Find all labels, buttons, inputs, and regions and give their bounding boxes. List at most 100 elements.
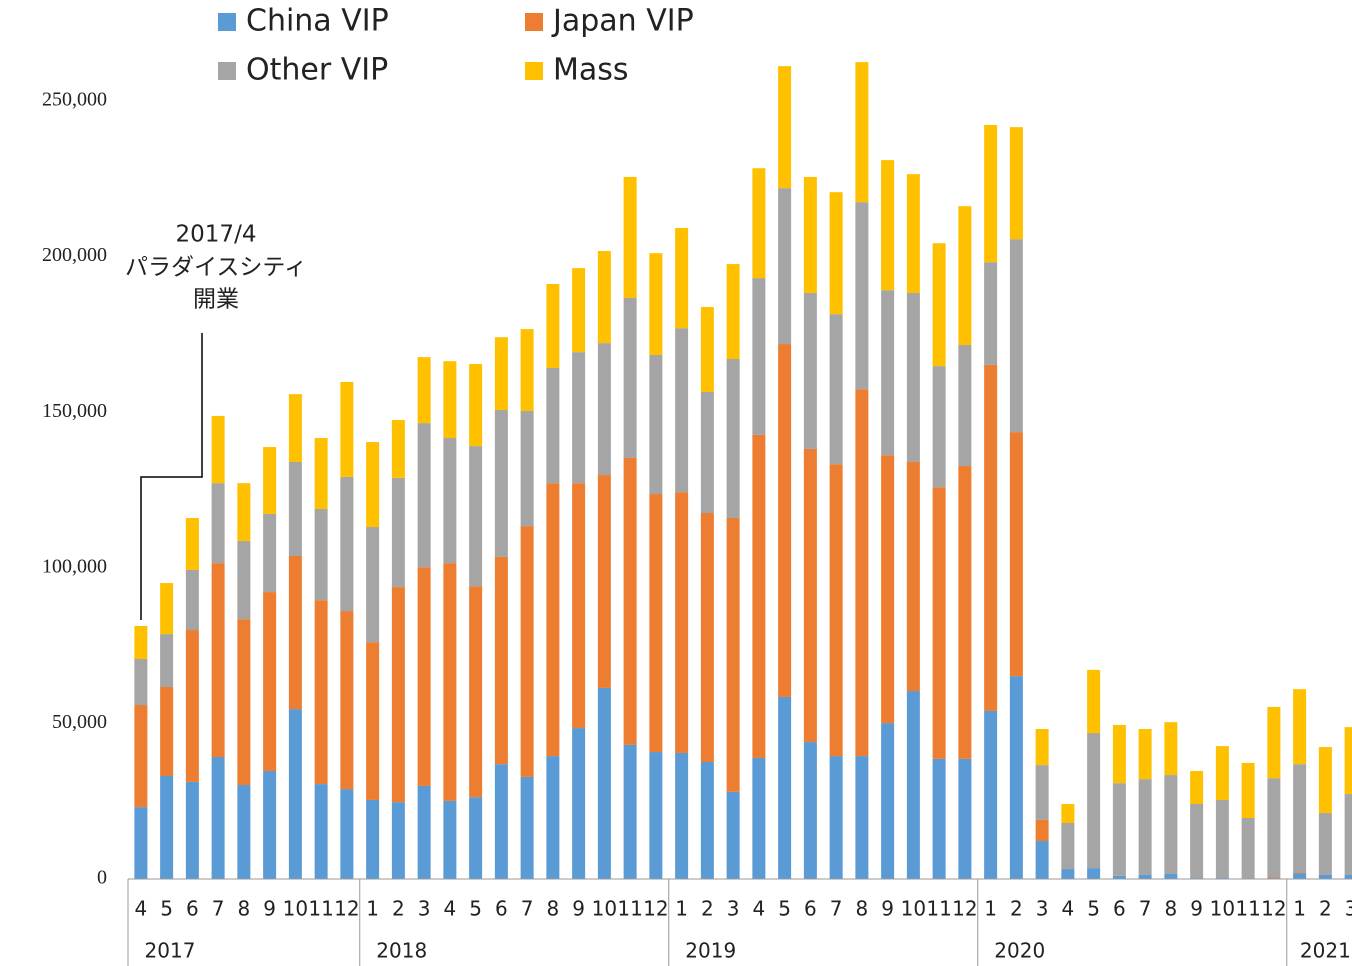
bar-segment <box>1241 818 1255 879</box>
bar-segment <box>211 415 225 484</box>
bar-segment <box>340 382 354 477</box>
bar-segment <box>1112 783 1126 876</box>
x-tick-label: 9 <box>881 897 894 921</box>
bar-segment <box>237 619 251 786</box>
bar-segment <box>752 278 766 435</box>
bar-segment <box>700 307 714 392</box>
bar-segment <box>1061 822 1075 870</box>
bar-segment <box>1344 794 1352 875</box>
x-tick-label: 10 <box>283 897 308 921</box>
bar-segment <box>1112 724 1126 784</box>
group-label: 2018 <box>376 939 427 963</box>
bar-segment <box>546 368 560 484</box>
bar-segment <box>855 756 869 879</box>
bar-segment <box>675 492 689 753</box>
bar-segment <box>649 494 663 753</box>
bar-segment <box>237 541 251 620</box>
bar-segment <box>881 160 895 291</box>
bar-segment <box>984 262 998 365</box>
bar-segment <box>700 513 714 762</box>
bar-segment <box>649 354 663 495</box>
bar-segment <box>211 563 225 758</box>
bar-segment <box>494 410 508 557</box>
x-tick-label: 9 <box>263 897 276 921</box>
bar-segment <box>726 518 740 792</box>
bar-segment <box>469 797 483 879</box>
bar-segment <box>597 475 611 688</box>
bar-segment <box>1061 804 1075 823</box>
bar-segment <box>1061 869 1075 879</box>
bar-segment <box>1164 722 1178 776</box>
bar-segment <box>314 784 328 879</box>
bar-segment <box>1267 877 1281 879</box>
legend-label: China VIP <box>246 4 389 39</box>
bar-segment <box>1318 813 1332 875</box>
bar-segment <box>906 461 920 692</box>
bar-segment <box>314 508 328 601</box>
x-tick-label: 1 <box>984 897 997 921</box>
group-label: 2019 <box>685 939 736 963</box>
bar-segment <box>984 710 998 879</box>
bar-segment <box>984 364 998 711</box>
bar-segment <box>597 250 611 344</box>
bar-segment <box>1190 804 1204 879</box>
bar-segment <box>185 630 199 782</box>
bar-segment <box>803 293 817 449</box>
x-tick-label: 11 <box>308 897 333 921</box>
bar-segment <box>1267 706 1281 779</box>
bar-segment <box>134 807 148 879</box>
bar-segment <box>958 206 972 345</box>
bar-segment <box>1035 765 1049 820</box>
bar-segment <box>211 757 225 879</box>
bar-segment <box>1241 762 1255 819</box>
bar-segment <box>623 176 637 298</box>
bar-segment <box>263 513 277 593</box>
bar-segment <box>1138 729 1152 780</box>
bar-segment <box>1318 747 1332 814</box>
x-tick-label: 7 <box>521 897 534 921</box>
bar-segment <box>932 366 946 488</box>
x-tick-label: 5 <box>778 897 791 921</box>
bar-segment <box>211 483 225 564</box>
x-tick-label: 8 <box>1165 897 1178 921</box>
bar-segment <box>546 483 560 757</box>
bar-segment <box>803 448 817 743</box>
x-tick-label: 3 <box>418 897 431 921</box>
bar-segment <box>160 583 174 635</box>
bar-segment <box>1344 874 1352 879</box>
x-tick-label: 3 <box>727 897 740 921</box>
bar-segment <box>700 391 714 514</box>
bar-segment <box>829 756 843 879</box>
bar-segment <box>1087 868 1101 879</box>
y-tick-label: 150,000 <box>42 400 107 422</box>
legend-swatch <box>525 62 543 80</box>
bar-segment <box>778 188 792 345</box>
bar-segment <box>829 314 843 465</box>
bar-segment <box>1267 778 1281 878</box>
bar-segment <box>160 686 174 776</box>
bar-segment <box>829 192 843 315</box>
bar-segment <box>494 764 508 879</box>
bar-segment <box>160 775 174 879</box>
y-tick-label: 250,000 <box>42 89 107 111</box>
bar-segment <box>675 328 689 493</box>
bar-segment <box>881 290 895 456</box>
x-tick-label: 1 <box>366 897 379 921</box>
bar-segment <box>134 705 148 808</box>
bar-segment <box>314 600 328 785</box>
bar-segment <box>778 696 792 879</box>
bar-segment <box>1009 676 1023 879</box>
legend-label: Other VIP <box>246 53 388 88</box>
bar-segment <box>932 758 946 879</box>
x-tick-label: 2 <box>1010 897 1023 921</box>
bar-segment <box>417 357 431 424</box>
bar-segment <box>906 174 920 294</box>
bar-segment <box>288 709 302 879</box>
bar-segment <box>237 785 251 879</box>
bar-segment <box>803 742 817 879</box>
group-label: 2020 <box>994 939 1045 963</box>
x-tick-label: 1 <box>1293 897 1306 921</box>
x-tick-label: 11 <box>926 897 951 921</box>
y-tick-label: 0 <box>97 867 107 889</box>
bar-segment <box>1138 874 1152 879</box>
